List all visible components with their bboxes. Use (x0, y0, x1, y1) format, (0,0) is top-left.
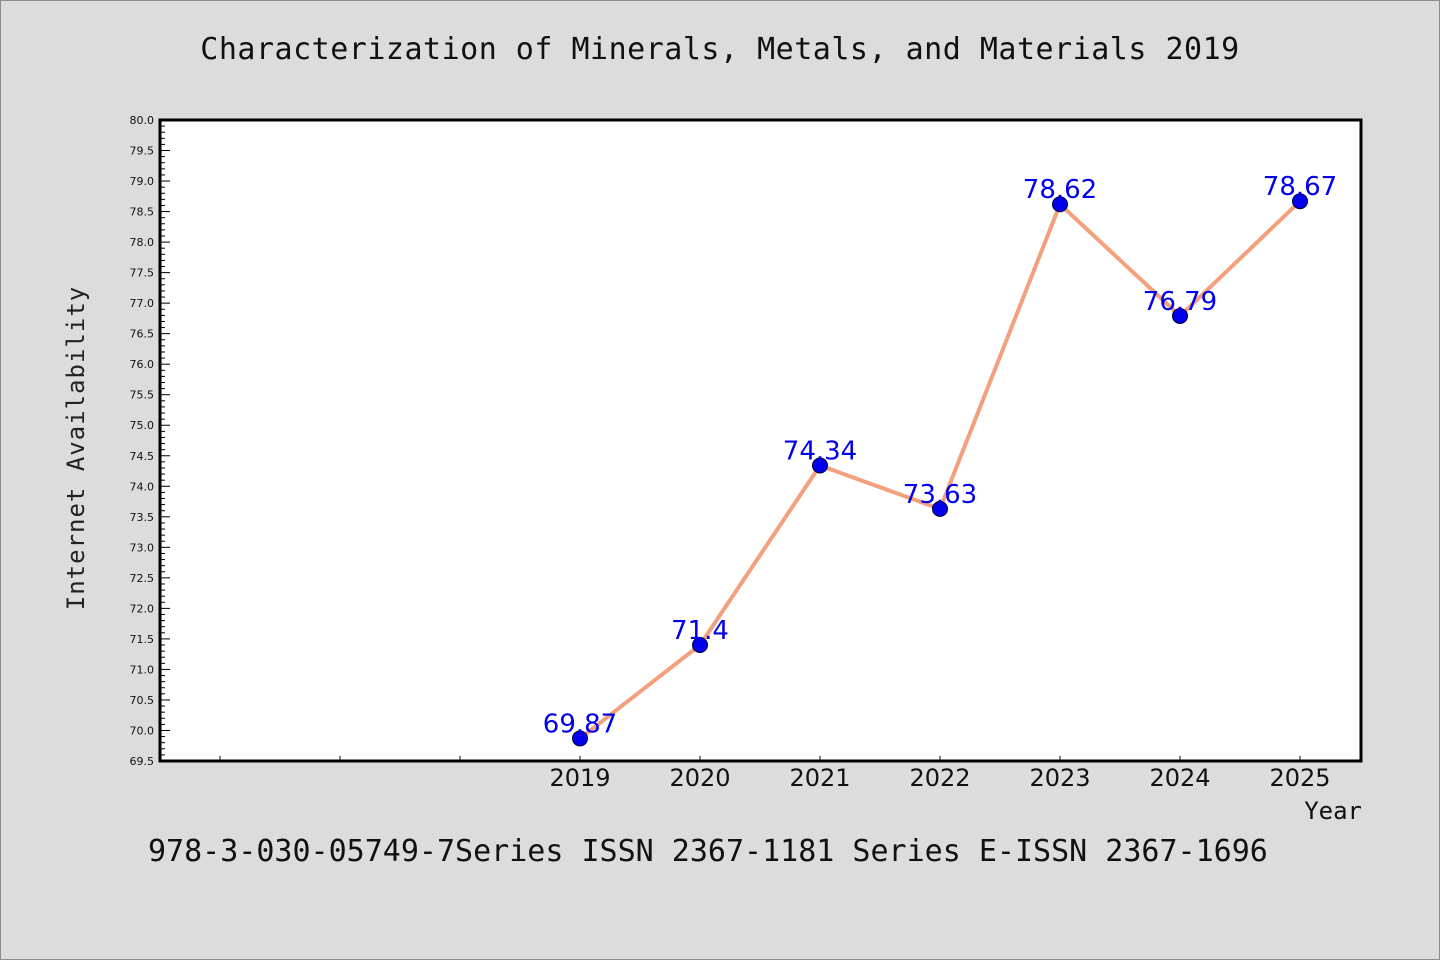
y-tick-label: 74.0 (130, 480, 155, 493)
data-point (932, 500, 948, 517)
y-tick-label: 79.0 (130, 175, 155, 188)
y-tick-label: 75.5 (130, 389, 155, 402)
y-tick-label: 76.0 (130, 358, 155, 371)
y-tick-label: 73.0 (130, 541, 155, 554)
data-point (572, 730, 588, 747)
data-label: 69.87 (543, 709, 617, 739)
y-axis: 69.5 70.0 70.5 71.0 71.5 72.0 72.5 73.0 73.5 74.0… (130, 114, 170, 768)
y-tick-label: 78.5 (130, 206, 155, 219)
y-tick-label: 71.5 (130, 633, 155, 646)
data-label: 78.67 (1263, 172, 1337, 202)
data-label: 71.4 (671, 616, 729, 646)
data-label: 74.34 (783, 437, 857, 467)
data-point (1292, 193, 1308, 210)
x-tick-label: 2023 (1029, 764, 1090, 792)
footer-text: 978-3-030-05749-7Series ISSN 2367-1181 S… (148, 834, 1268, 869)
y-tick-label: 78.0 (130, 236, 155, 249)
y-tick-label: 72.0 (130, 602, 155, 615)
y-tick-label: 74.5 (130, 450, 155, 463)
y-tick-label: 77.5 (130, 267, 155, 280)
x-tick-label: 2025 (1269, 764, 1330, 792)
y-tick-label: 79.5 (130, 145, 155, 158)
y-tick-label: 72.5 (130, 572, 155, 585)
y-tick-label: 75.0 (130, 419, 155, 432)
data-label: 78.62 (1023, 175, 1097, 205)
x-tick-label: 2022 (909, 764, 970, 792)
data-point (692, 637, 708, 654)
x-axis: 2019 2020 2021 2022 2023 2024 2025 (219, 756, 1331, 792)
chart-title: Characterization of Minerals, Metals, an… (200, 32, 1240, 67)
data-point (812, 457, 828, 474)
y-tick-label: 70.0 (130, 724, 155, 737)
data-label: 76.79 (1143, 287, 1217, 317)
data-point (1052, 196, 1068, 213)
data-label: 73.63 (903, 480, 977, 510)
y-tick-label: 71.0 (130, 663, 155, 676)
plot-area (158, 118, 1363, 763)
series-group (572, 193, 1308, 747)
y-tick-label: 77.0 (130, 297, 155, 310)
y-tick-label: 69.5 (130, 755, 155, 768)
x-axis-label: Year (1304, 797, 1362, 825)
x-tick-label: 2019 (549, 764, 610, 792)
x-tick-label: 2021 (789, 764, 850, 792)
y-tick-label: 80.0 (130, 114, 155, 127)
y-tick-label: 70.5 (130, 694, 155, 707)
x-tick-label: 2024 (1149, 764, 1210, 792)
y-tick-label: 73.5 (130, 511, 155, 524)
y-tick-label: 76.5 (130, 328, 155, 341)
data-labels: 69.87 71.4 74.34 73.63 78.62 76.79 78.67 (543, 172, 1337, 739)
data-point (1172, 307, 1188, 324)
x-tick-label: 2020 (669, 764, 730, 792)
